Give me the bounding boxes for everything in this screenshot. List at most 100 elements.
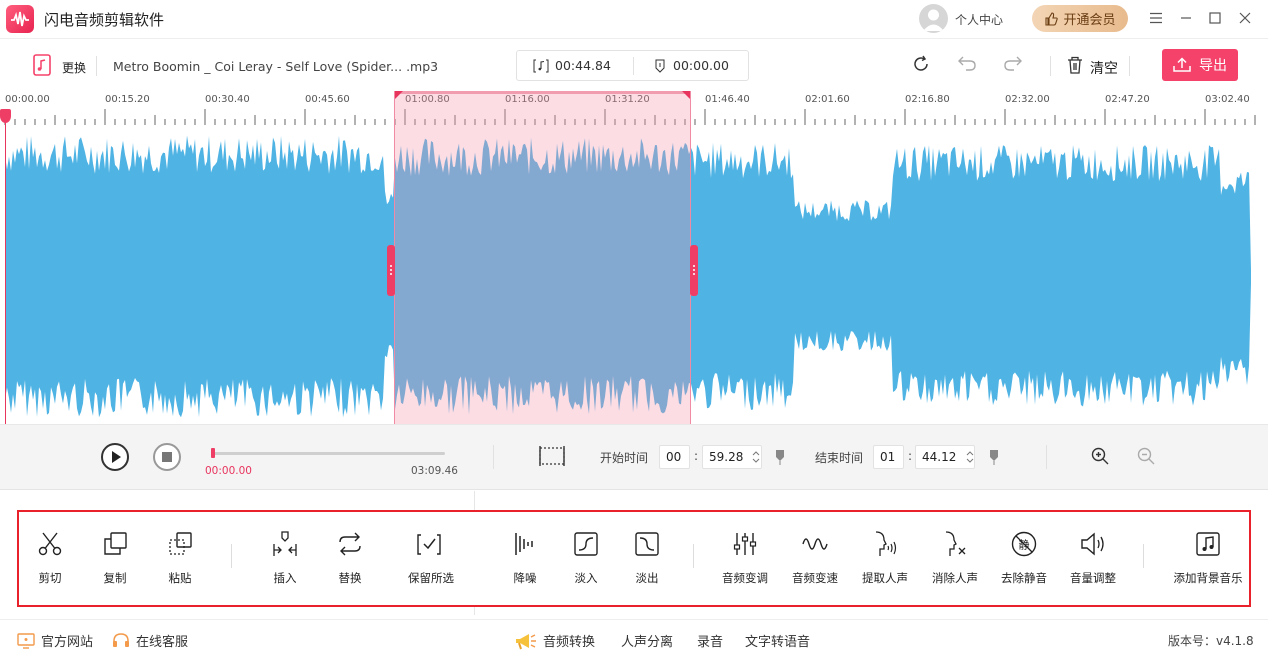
title-bar: 闪电音频剪辑软件 个人中心 开通会员 bbox=[0, 0, 1268, 38]
toolbar: 更换 Metro Boomin _ Coi Leray - Self Love … bbox=[0, 38, 1268, 91]
vip-button[interactable]: 开通会员 bbox=[1032, 5, 1128, 32]
avatar[interactable] bbox=[919, 4, 948, 33]
megaphone-icon bbox=[516, 633, 536, 649]
ruler-tick-label: 03:02.40 bbox=[1205, 94, 1250, 105]
zoom-out-button[interactable] bbox=[1137, 447, 1155, 465]
online-service-label: 在线客服 bbox=[136, 635, 189, 650]
end-second-input[interactable]: 44.12 bbox=[915, 445, 975, 469]
spinner-arrows-icon bbox=[752, 451, 760, 463]
volume-button[interactable]: 音量调整 bbox=[1060, 526, 1126, 596]
select-all-button[interactable] bbox=[539, 445, 565, 467]
progress-bar[interactable] bbox=[211, 452, 445, 455]
fade-in-label: 淡入 bbox=[574, 571, 598, 585]
divider bbox=[493, 445, 494, 469]
fade-in-button[interactable]: 淡入 bbox=[553, 526, 619, 596]
copy-button[interactable]: 复制 bbox=[82, 526, 148, 596]
export-button[interactable]: 导出 bbox=[1162, 49, 1238, 81]
ruler-tick-label: 00:45.60 bbox=[305, 94, 350, 105]
start-second-input[interactable]: 59.28 bbox=[702, 445, 762, 469]
zoom-in-button[interactable] bbox=[1091, 447, 1109, 465]
silence-icon: 静 bbox=[1011, 531, 1037, 557]
remove-vocals-button[interactable]: 消除人声 bbox=[922, 526, 988, 596]
total-time: 03:09.46 bbox=[411, 465, 458, 477]
speed-button[interactable]: 音频变速 bbox=[782, 526, 848, 596]
end-time-label: 结束时间 bbox=[815, 451, 864, 465]
music-file-icon[interactable] bbox=[32, 54, 52, 76]
pin-icon bbox=[990, 450, 998, 465]
official-site-link[interactable]: 官方网站 bbox=[17, 631, 93, 650]
cut-button[interactable]: 剪切 bbox=[17, 526, 83, 596]
ruler-tick-label: 02:47.20 bbox=[1105, 94, 1150, 105]
extract-vocals-button[interactable]: 提取人声 bbox=[852, 526, 918, 596]
playhead-knob[interactable] bbox=[0, 109, 11, 123]
remove-silence-button[interactable]: 静 去除静音 bbox=[991, 526, 1057, 596]
text-to-speech-link[interactable]: 文字转语音 bbox=[745, 635, 811, 650]
pitch-button[interactable]: 音频变调 bbox=[712, 526, 778, 596]
selection-end-handle[interactable] bbox=[690, 245, 698, 296]
denoise-icon bbox=[515, 533, 533, 555]
music-bracket-icon bbox=[533, 59, 549, 72]
replace-file-button[interactable]: 更换 bbox=[62, 61, 87, 75]
waveform-area[interactable]: 00:00.00 00:15.20 00:30.40 00:45.60 01:00.80… bbox=[0, 91, 1268, 424]
minimize-button[interactable] bbox=[1176, 8, 1196, 28]
progress-knob[interactable] bbox=[211, 448, 215, 458]
close-button[interactable] bbox=[1235, 8, 1255, 28]
selection-end-flag bbox=[682, 91, 690, 99]
ruler-ticks bbox=[4, 109, 1256, 125]
scissors-icon bbox=[38, 532, 62, 556]
time-ruler[interactable]: 00:00.00 00:15.20 00:30.40 00:45.60 01:00.80… bbox=[0, 91, 1268, 127]
set-start-marker-button[interactable] bbox=[775, 449, 785, 465]
fade-out-label: 淡出 bbox=[635, 571, 659, 585]
maximize-button[interactable] bbox=[1205, 8, 1225, 28]
end-time-spinner[interactable] bbox=[965, 445, 975, 469]
undo-button[interactable] bbox=[957, 55, 977, 71]
online-service-link[interactable]: 在线客服 bbox=[112, 631, 188, 650]
selection-region[interactable] bbox=[395, 91, 690, 424]
refresh-icon bbox=[914, 55, 928, 71]
audio-convert-link[interactable]: 音频转换 bbox=[513, 631, 595, 650]
redo-button[interactable] bbox=[1003, 55, 1023, 71]
start-time-label: 开始时间 bbox=[600, 451, 649, 465]
select-range-icon bbox=[539, 446, 565, 466]
user-center-link[interactable]: 个人中心 bbox=[955, 13, 1004, 27]
keep-selected-button[interactable]: 保留所选 bbox=[396, 526, 466, 596]
vocal-separate-link[interactable]: 人声分离 bbox=[621, 635, 674, 650]
stop-button[interactable] bbox=[153, 443, 181, 471]
speaker-icon bbox=[1081, 532, 1104, 556]
waveform[interactable] bbox=[0, 128, 1268, 424]
fade-out-icon bbox=[635, 532, 659, 556]
cursor-time: 00:00.00 bbox=[653, 58, 729, 73]
insert-icon bbox=[273, 531, 297, 556]
divider bbox=[1143, 544, 1144, 568]
function-panel: 剪切 复制 粘贴 插入 替换 保留所选 降噪 淡入 淡出 音频变调 音频变速 bbox=[17, 510, 1251, 607]
speed-label: 音频变速 bbox=[792, 571, 838, 585]
reset-button[interactable] bbox=[912, 55, 930, 73]
record-link[interactable]: 录音 bbox=[697, 635, 724, 650]
vip-label: 开通会员 bbox=[1063, 13, 1116, 28]
start-minute-input[interactable]: 00 bbox=[659, 445, 690, 469]
end-minute-input[interactable]: 01 bbox=[873, 445, 904, 469]
insert-button[interactable]: 插入 bbox=[252, 526, 318, 596]
spinner-arrows-icon bbox=[966, 451, 974, 463]
selection-start-handle[interactable] bbox=[387, 245, 395, 296]
replace-button[interactable]: 替换 bbox=[317, 526, 383, 596]
clear-button[interactable]: 清空 bbox=[1090, 61, 1118, 77]
set-end-marker-button[interactable] bbox=[989, 449, 999, 465]
svg-text:静: 静 bbox=[1019, 538, 1030, 552]
keep-selection-icon bbox=[417, 534, 441, 555]
divider bbox=[231, 544, 232, 568]
trash-icon[interactable] bbox=[1067, 56, 1083, 74]
divider bbox=[1050, 56, 1051, 76]
colon: : bbox=[908, 449, 913, 463]
audio-convert-label: 音频转换 bbox=[543, 635, 596, 650]
divider bbox=[633, 57, 634, 75]
start-time-spinner[interactable] bbox=[751, 445, 761, 469]
menu-button[interactable] bbox=[1146, 8, 1166, 28]
denoise-button[interactable]: 降噪 bbox=[492, 526, 558, 596]
fade-out-button[interactable]: 淡出 bbox=[614, 526, 680, 596]
replace-label: 替换 bbox=[338, 571, 362, 585]
play-button[interactable] bbox=[101, 443, 129, 471]
paste-button[interactable]: 粘贴 bbox=[147, 526, 213, 596]
add-bgm-button[interactable]: 添加背景音乐 bbox=[1173, 526, 1243, 596]
ruler-tick-label: 02:32.00 bbox=[1005, 94, 1050, 105]
